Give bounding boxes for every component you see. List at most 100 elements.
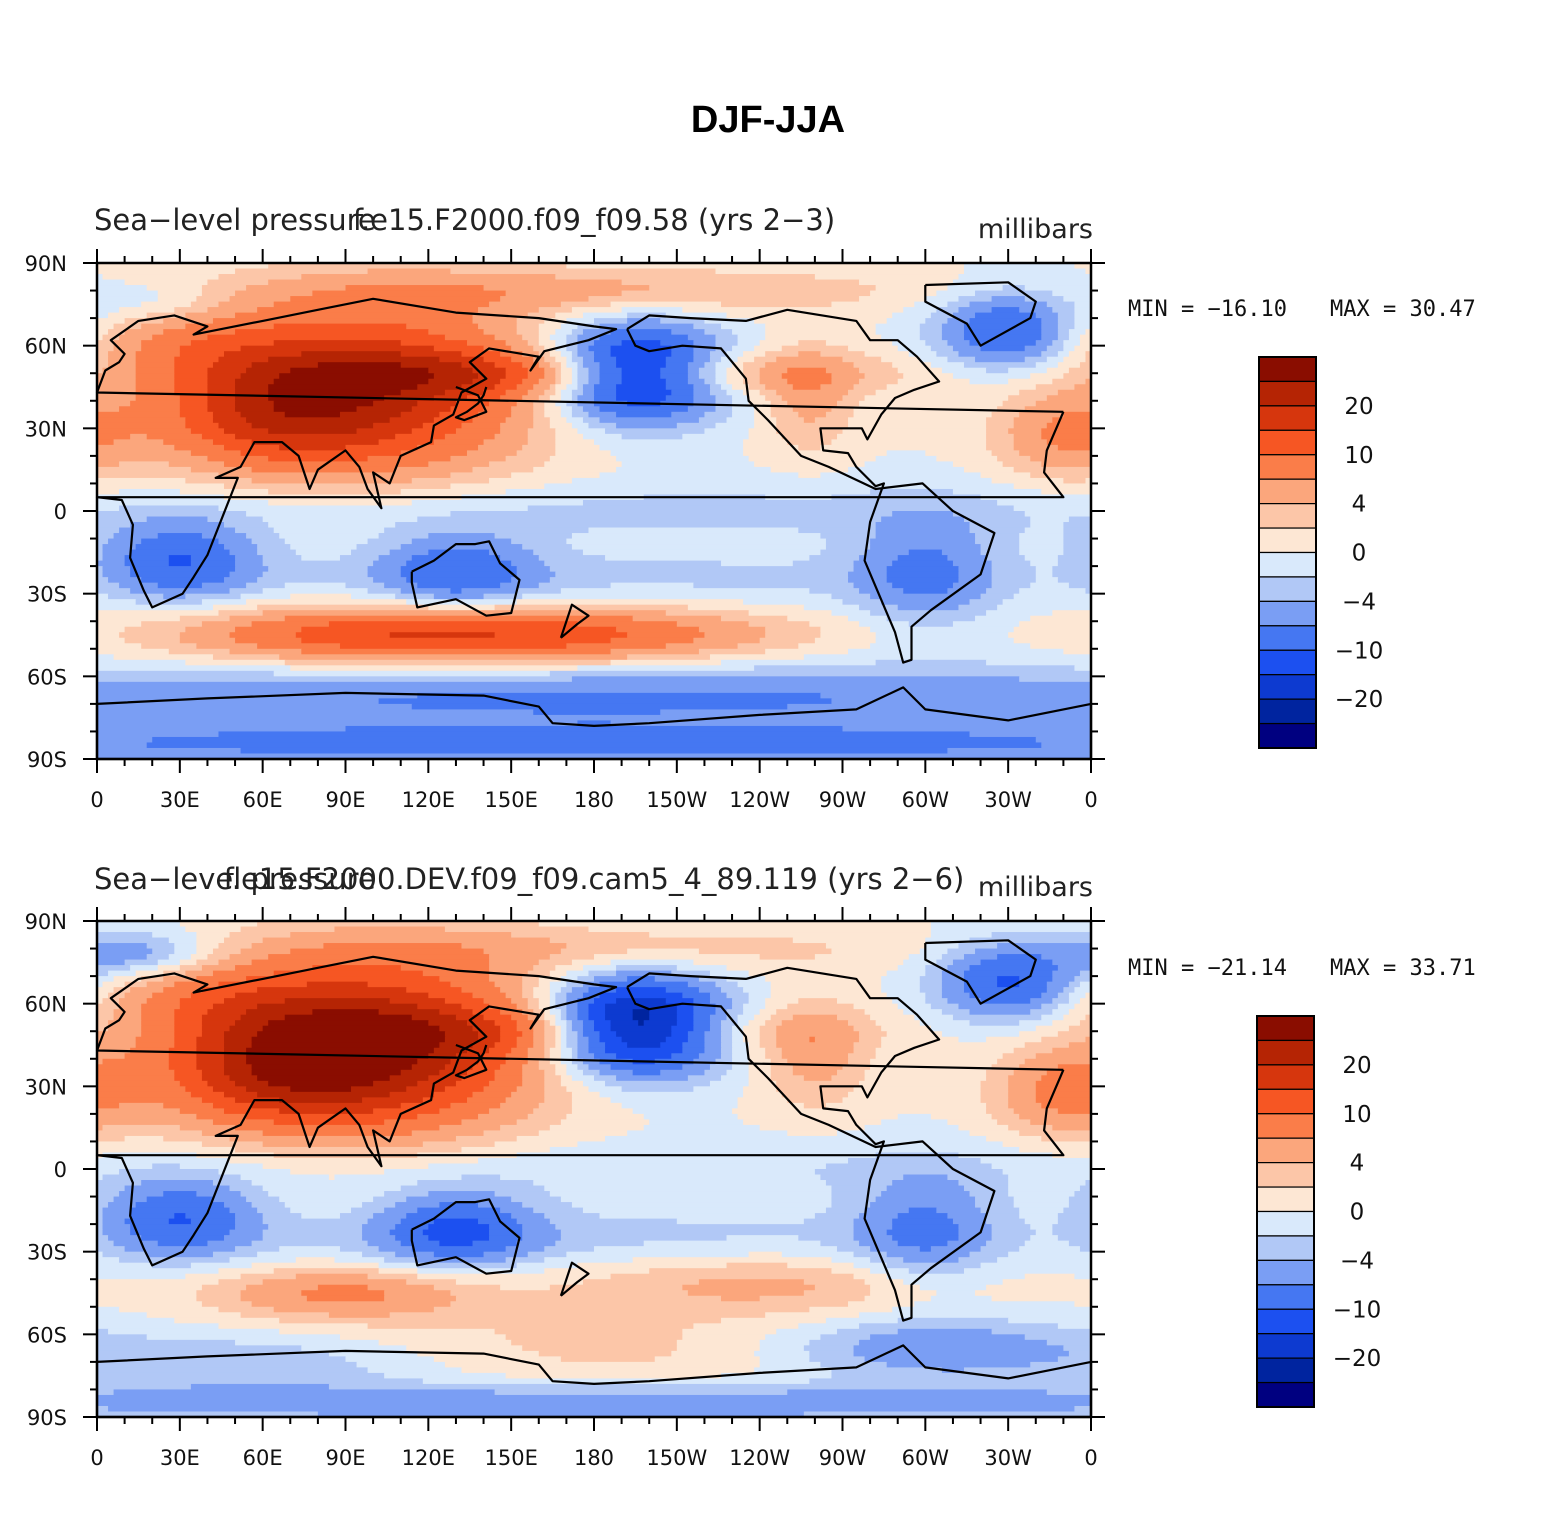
- contour-cell: [1019, 1113, 1092, 1120]
- contour-cell: [168, 1064, 197, 1071]
- contour-cell: [555, 571, 849, 578]
- contour-cell: [406, 1086, 446, 1093]
- contour-cell: [522, 444, 556, 451]
- contour-cell: [235, 637, 302, 644]
- contour-cell: [251, 422, 374, 429]
- contour-cell: [505, 1246, 545, 1253]
- contour-cell: [919, 1284, 987, 1291]
- contour-cell: [908, 549, 943, 556]
- x-axis: 0 30E 60E 90E 120E 150E 180 150W 120W 90W 60W 30W 0: [90, 907, 1098, 1470]
- contour-cell: [1052, 1020, 1081, 1027]
- contour-cell: [1041, 433, 1092, 440]
- contour-cell: [229, 549, 258, 556]
- contour-cell: [814, 1036, 860, 1043]
- contour-cell: [991, 1163, 1092, 1170]
- contour-cell: [113, 1014, 142, 1021]
- contour-cell: [721, 1020, 739, 1027]
- contour-cell: [494, 1191, 551, 1198]
- contour-cell: [693, 323, 722, 330]
- contour-cell: [610, 582, 694, 589]
- contour-cell: [97, 1339, 236, 1346]
- contour-cell: [958, 577, 993, 584]
- contour-cell: [1030, 1224, 1053, 1231]
- contour-cell: [682, 1328, 777, 1335]
- contour-cell: [941, 954, 965, 961]
- contour-cell: [97, 522, 131, 529]
- contour-cell: [1085, 588, 1092, 595]
- contour-cell: [1041, 329, 1059, 336]
- contour-cell: [212, 318, 474, 325]
- contour-cell: [466, 1097, 507, 1104]
- colorbar-swatch: [1256, 1088, 1315, 1115]
- contour-cell: [1030, 615, 1092, 622]
- contour-cell: [560, 1053, 573, 1060]
- contour-cell: [102, 1251, 148, 1258]
- contour-cell: [621, 378, 667, 385]
- contour-cell: [930, 1003, 960, 1010]
- contour-cell: [224, 428, 269, 435]
- contour-cell: [1035, 312, 1059, 319]
- contour-cell: [163, 1191, 197, 1198]
- contour-cell: [555, 1025, 562, 1032]
- contour-cell: [1035, 1025, 1070, 1032]
- contour-cell: [732, 362, 744, 369]
- contour-cell: [831, 593, 871, 600]
- colorbar-swatch: [1256, 1235, 1315, 1261]
- contour-cell: [108, 356, 137, 363]
- contour-cell: [273, 670, 551, 677]
- contour-cell: [1057, 1356, 1092, 1363]
- contour-cell: [97, 274, 104, 281]
- contour-cell: [814, 417, 849, 424]
- contour-cell: [384, 1372, 507, 1380]
- contour-cell: [218, 301, 275, 308]
- contour-cell: [295, 1257, 336, 1264]
- contour-cell: [483, 1251, 529, 1258]
- contour-cell: [732, 1108, 987, 1115]
- contour-cell: [174, 384, 209, 391]
- contour-cell: [908, 621, 954, 628]
- contour-cell: [975, 533, 1020, 540]
- contour-cell: [516, 1218, 551, 1225]
- contour-cell: [97, 455, 209, 462]
- contour-cell: [251, 439, 380, 446]
- contour-cell: [135, 356, 175, 363]
- contour-cell: [130, 522, 225, 529]
- contour-cell: [599, 444, 744, 451]
- contour-cell: [831, 948, 921, 955]
- contour-cell: [328, 1312, 391, 1319]
- contour-cell: [384, 1191, 429, 1198]
- contour-cell: [908, 1268, 965, 1275]
- contour-cell: [152, 1262, 192, 1269]
- contour-cell: [582, 312, 628, 319]
- contour-cell: [108, 992, 126, 999]
- contour-cell: [809, 1356, 866, 1363]
- contour-cell: [577, 384, 584, 391]
- contour-cell: [196, 976, 247, 983]
- contour-cell: [119, 632, 181, 639]
- contour-cell: [555, 345, 567, 352]
- contour-cell: [848, 417, 987, 424]
- contour-cell: [185, 970, 214, 977]
- contour-cell: [1063, 340, 1081, 347]
- contour-cell: [709, 998, 733, 1005]
- contour-cell: [273, 1119, 385, 1126]
- contour-cell: [919, 323, 943, 330]
- contour-cell: [494, 362, 523, 369]
- contour-cell: [533, 1207, 584, 1214]
- contour-cell: [1057, 1031, 1092, 1038]
- contour-cell: [577, 334, 601, 341]
- contour-cell: [991, 566, 1037, 573]
- contour-cell: [384, 1169, 816, 1176]
- contour-cell: [472, 378, 501, 385]
- contour-cell: [963, 263, 1076, 270]
- contour-cell: [201, 1075, 231, 1082]
- contour-cell: [516, 1086, 545, 1093]
- contour-cell: [538, 395, 551, 402]
- contour-cell: [765, 976, 882, 983]
- contour-cell: [726, 312, 893, 319]
- contour-cell: [124, 318, 164, 325]
- contour-cell: [1074, 665, 1092, 672]
- y-tick-label: 90S: [27, 748, 67, 772]
- contour-cell: [892, 1306, 1092, 1313]
- contour-cell: [820, 549, 866, 556]
